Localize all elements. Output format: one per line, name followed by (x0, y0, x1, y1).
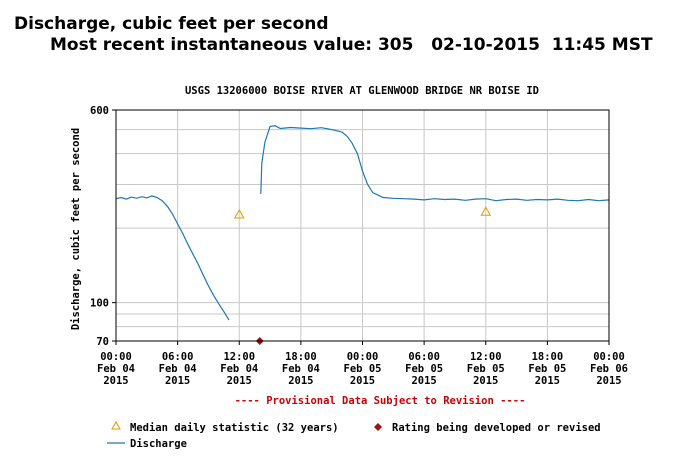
x-tick-label: 06:00 (408, 351, 440, 363)
provisional-note: ---- Provisional Data Subject to Revisio… (235, 395, 526, 407)
legend-median-marker (111, 420, 121, 430)
y-axis-label: Discharge, cubic feet per second (70, 128, 82, 330)
recent-value-line: Most recent instantaneous value: 305 02-… (50, 35, 653, 55)
x-tick-label: Feb 05 (405, 363, 443, 375)
x-tick-label: 2015 (596, 375, 621, 387)
median-marker (233, 209, 245, 219)
y-tick-label: 70 (96, 336, 109, 348)
legend: Median daily statistic (32 years) Rating… (107, 420, 601, 450)
x-tick-label: 2015 (227, 375, 252, 387)
x-tick-label: 2015 (411, 375, 436, 387)
x-tick-label: Feb 05 (467, 363, 505, 375)
x-tick-label: 12:00 (470, 351, 502, 363)
legend-discharge-label: Discharge (130, 438, 187, 450)
x-tick-label: 2015 (103, 375, 128, 387)
x-tick-label: Feb 04 (97, 363, 135, 375)
x-tick-label: 2015 (535, 375, 560, 387)
x-tick-label: 00:00 (593, 351, 625, 363)
discharge-line (260, 125, 610, 202)
x-tick-label: 2015 (288, 375, 313, 387)
x-tick-label: 2015 (165, 375, 190, 387)
x-tick-label: Feb 05 (528, 363, 566, 375)
x-tick-label: 06:00 (162, 351, 194, 363)
x-tick-label: 18:00 (532, 351, 564, 363)
grid (115, 109, 610, 341)
parameter-title: Discharge, cubic feet per second (14, 14, 329, 34)
x-tick-label: 12:00 (223, 351, 255, 363)
discharge-line (115, 195, 230, 321)
x-tick-label: Feb 06 (590, 363, 628, 375)
legend-rating-marker (374, 423, 382, 431)
median-marker (480, 206, 492, 216)
x-tick-label: 2015 (473, 375, 498, 387)
plot-frame (115, 109, 610, 342)
y-tick-label: 600 (90, 105, 109, 117)
chart-title: USGS 13206000 BOISE RIVER AT GLENWOOD BR… (185, 85, 539, 97)
discharge-series (115, 125, 610, 321)
x-tick-label: 2015 (350, 375, 375, 387)
x-tick-label: Feb 04 (220, 363, 258, 375)
x-tick-label: 18:00 (285, 351, 317, 363)
x-tick-label: Feb 04 (282, 363, 320, 375)
legend-rating-label: Rating being developed or revised (392, 422, 601, 434)
x-tick-label: 00:00 (100, 351, 132, 363)
legend-median-label: Median daily statistic (32 years) (130, 422, 339, 434)
x-tick-label: Feb 04 (159, 363, 197, 375)
x-tick-label: 00:00 (347, 351, 379, 363)
y-tick-label: 100 (90, 298, 109, 310)
x-tick-label: Feb 05 (344, 363, 382, 375)
